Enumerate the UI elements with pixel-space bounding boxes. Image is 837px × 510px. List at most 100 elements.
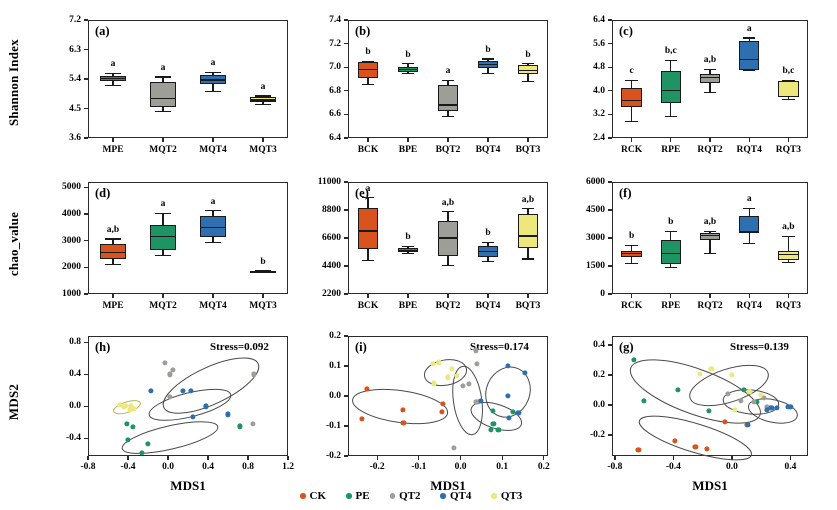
median-line-d-1 [150,235,176,237]
significance-letter-c-0: c [629,66,634,77]
whisker-cap-a-1-1 [155,110,171,113]
ytick-label-g-1: 0.0 [593,400,605,410]
data-point-g-PE-3 [705,408,712,414]
data-point-g-QT4-2 [768,405,775,411]
xtick-mark-h-4 [247,456,249,460]
whisker-cap-c-0-1 [625,121,638,123]
median-line-a-3 [250,99,276,101]
ytick-mark-c-0 [608,137,612,139]
xtick-mark-g-0 [614,456,616,460]
xaxis-title-h: MDS1 [170,478,206,493]
legend-item-QT4: QT4 [440,490,471,502]
whisker-line-f-4 [787,236,789,263]
xtick-label-c-1: RPE [661,145,681,155]
box-a-2 [200,74,226,84]
data-point-h-QT4-1 [180,388,186,394]
data-point-g-QT3-1 [708,366,715,372]
legend-label-QT3: QT3 [500,490,523,502]
median-line-f-4 [778,253,799,255]
significance-letter-b-1: b [405,49,411,60]
xtick-mark-i-2 [459,456,462,460]
xtick-mark-i-1 [418,456,420,460]
data-point-i-QT4-3 [506,415,512,421]
significance-letter-a-2: a [210,58,216,69]
box-f-3 [739,215,760,234]
data-point-h-QT2-2 [167,371,173,377]
ytick-mark-i-4 [344,335,348,337]
data-point-i-QT3-3 [444,374,451,380]
median-line-e-1 [397,249,419,252]
whisker-cap-c-2-0 [703,68,717,70]
box-f-2 [699,233,721,240]
ytick-label-b-1: 6.6 [329,109,341,120]
data-point-i-QT4-5 [478,397,484,404]
box-b-2 [437,84,459,111]
xtick-mark-e-4 [527,294,529,298]
data-point-g-CK-2 [692,444,698,450]
ytick-mark-c-2 [608,90,612,92]
ytick-mark-e-1 [344,265,348,267]
ytick-mark-f-1 [608,265,612,267]
xtick-label-a-1: MQT2 [149,145,177,155]
data-point-g-CK-1 [672,438,678,444]
xtick-label-i-4: 0.2 [537,462,550,472]
whisker-cap-d-0-0 [105,238,121,240]
xtick-label-i-2: 0.0 [454,462,467,472]
xtick-mark-g-1 [672,456,675,460]
ytick-label-i-0: -0.2 [325,451,341,461]
significance-letter-d-1: a [160,199,166,210]
ytick-mark-e-3 [344,209,348,211]
panel-tag-f: (f) [619,186,632,200]
data-point-i-CK-3 [400,420,406,426]
xtick-label-i-3: 0.1 [496,462,509,472]
significance-letter-f-3: a [746,194,752,205]
ytick-label-c-0: 2.4 [593,133,605,143]
whisker-cap-e-4-0 [521,208,535,210]
data-point-g-QT4-5 [787,403,794,410]
median-line-e-4 [517,235,539,237]
ytick-label-d-4: 5000 [62,182,81,193]
data-point-g-QT3-0 [697,370,703,377]
data-point-i-CK-5 [439,409,445,415]
data-point-g-QT2-3 [761,394,767,401]
ytick-mark-a-0 [84,137,88,139]
median-line-b-1 [397,68,419,71]
xtick-label-d-1: MQT2 [149,301,177,311]
legend-label-PE: PE [355,490,370,502]
legend-dot-QT4 [440,493,446,499]
ytick-mark-g-3 [608,344,612,346]
ytick-mark-b-2 [344,90,348,92]
legend-item-CK: CK [300,490,326,502]
whisker-cap-e-4-1 [521,258,535,260]
box-c-4 [778,81,799,98]
xtick-label-f-4: RQT3 [775,301,802,311]
ytick-mark-d-3 [84,213,88,215]
data-point-g-PE-5 [754,399,760,405]
data-point-i-QT3-2 [431,380,437,386]
whisker-cap-b-3-1 [481,72,495,74]
ytick-label-b-0: 6.4 [329,133,341,143]
data-point-h-PE-5 [237,423,243,429]
ytick-label-a-2: 5.4 [69,74,81,84]
data-point-g-QT2-0 [724,391,731,397]
data-point-h-QT3-0 [117,402,123,408]
xaxis-title-g: MDS1 [692,478,728,493]
whisker-cap-e-0-1 [361,259,375,261]
xtick-mark-i-3 [501,456,503,460]
data-point-i-QT4-0 [504,363,511,369]
ytick-mark-d-1 [84,266,88,268]
box-e-0 [357,208,379,249]
ytick-mark-b-5 [344,19,348,21]
xtick-label-h-3: 0.4 [202,462,214,472]
xtick-mark-a-2 [212,138,214,142]
ytick-mark-b-3 [344,66,348,68]
significance-letter-b-2: a [445,66,451,77]
ytick-label-g-0: -0.2 [589,430,605,440]
whisker-cap-b-4-0 [521,63,535,65]
legend-item-QT2: QT2 [389,490,420,502]
xtick-label-h-0: -0.8 [80,462,96,472]
ytick-mark-h-3 [84,341,88,343]
whisker-cap-c-4-0 [782,79,795,82]
data-point-g-PE-0 [631,357,637,363]
data-point-h-QT4-2 [188,388,194,394]
